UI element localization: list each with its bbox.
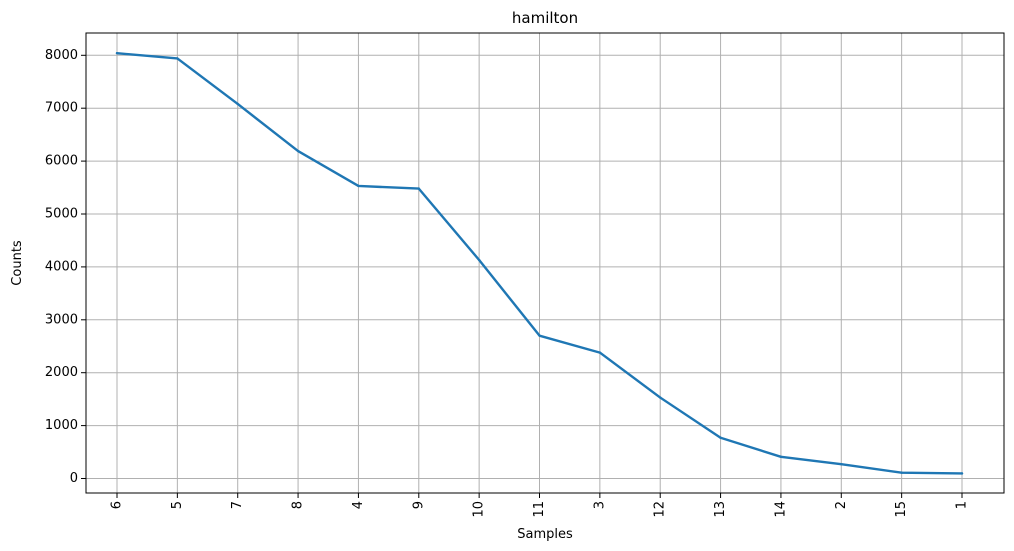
x-tick-label: 3 [592, 501, 607, 509]
data-point [960, 472, 964, 475]
x-tick-label: 5 [170, 501, 185, 509]
y-tick-label: 0 [70, 471, 78, 486]
data-point [840, 463, 843, 466]
grid-lines [86, 33, 1004, 493]
x-tick-label: 11 [532, 501, 547, 518]
data-point [236, 102, 239, 106]
data-point [719, 436, 722, 439]
x-tick-label: 2 [834, 501, 849, 509]
x-tick-label: 15 [894, 501, 909, 518]
data-point [176, 57, 179, 60]
data-point [538, 334, 541, 337]
data-point [598, 351, 602, 354]
y-tick-label: 1000 [45, 418, 78, 433]
x-tick-label: 6 [110, 501, 125, 509]
y-tick-label: 2000 [45, 365, 78, 380]
x-tick-label: 8 [291, 501, 306, 509]
plot-area-frame [85, 32, 1005, 494]
series-group [115, 51, 964, 475]
data-point [115, 51, 119, 55]
chart-title: hamilton [512, 9, 578, 27]
y-tick-label: 7000 [45, 101, 78, 116]
y-tick-label: 8000 [45, 48, 78, 63]
data-point [900, 471, 903, 474]
y-axis-title: Counts [10, 240, 25, 286]
y-tick-label: 5000 [45, 207, 78, 222]
data-point [417, 187, 420, 190]
data-point [659, 396, 662, 399]
x-tick-label: 12 [653, 501, 668, 518]
x-tick-label: 10 [472, 501, 487, 518]
x-tick-label: 9 [411, 501, 426, 509]
x-axis-title: Samples [517, 527, 573, 542]
x-tick-label: 7 [230, 501, 245, 509]
x-tick-label: 1 [955, 501, 970, 509]
axis-ticks: 6 5 7 8 4 9 10 11 3 12 13 14 2 15 10100020003000400050… [45, 48, 970, 518]
y-tick-label: 4000 [45, 259, 78, 274]
data-point [296, 149, 300, 153]
data-point [779, 455, 783, 459]
x-tick-label: 14 [773, 501, 788, 518]
data-point [357, 184, 360, 188]
y-tick-label: 3000 [45, 312, 78, 327]
x-tick-label: 4 [351, 501, 366, 509]
data-point [477, 258, 481, 262]
y-tick-label: 6000 [45, 154, 78, 169]
x-tick-label: 13 [713, 501, 728, 518]
